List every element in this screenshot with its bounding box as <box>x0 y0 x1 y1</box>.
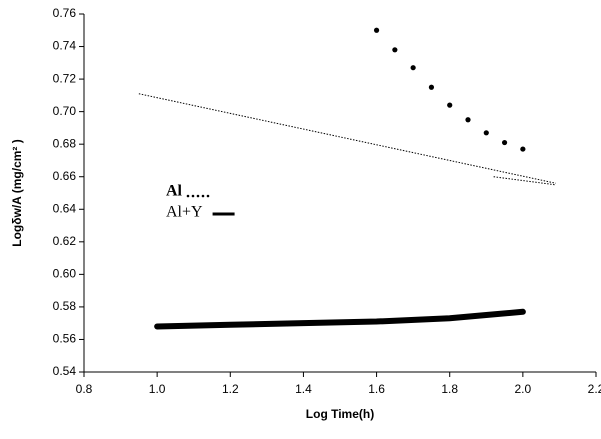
series-line <box>154 308 526 330</box>
data-point <box>465 117 471 123</box>
x-tick-label: 2.2 <box>588 382 601 396</box>
legend-symbol <box>196 194 200 198</box>
series-line <box>138 93 556 184</box>
y-tick-label: 0.62 <box>53 234 77 248</box>
x-tick-label: 1.8 <box>441 382 458 396</box>
legend-symbol <box>206 194 210 198</box>
x-tick-label: 0.8 <box>76 382 93 396</box>
legend-label: Al+Y <box>166 204 203 221</box>
x-tick-label: 1.0 <box>149 382 166 396</box>
y-tick-label: 0.72 <box>53 71 77 85</box>
y-tick-label: 0.56 <box>53 332 77 346</box>
legend-symbol <box>191 194 195 198</box>
legend-symbol <box>186 194 190 198</box>
y-tick-label: 0.70 <box>53 104 77 118</box>
y-tick-label: 0.66 <box>53 169 77 183</box>
y-tick-label: 0.68 <box>53 136 77 150</box>
x-axis-title: Log Time(h) <box>306 407 374 421</box>
y-tick-label: 0.76 <box>53 6 77 20</box>
data-point <box>483 130 489 136</box>
data-point <box>410 65 416 71</box>
y-tick-label: 0.64 <box>53 201 77 215</box>
x-tick-label: 2.0 <box>515 382 532 396</box>
x-tick-label: 1.4 <box>295 382 312 396</box>
legend-label: Al <box>166 183 183 200</box>
legend-symbol <box>201 194 205 198</box>
data-point <box>392 47 398 53</box>
series-line <box>493 176 556 186</box>
data-point <box>520 146 526 152</box>
y-tick-label: 0.60 <box>53 267 77 281</box>
x-tick-label: 1.2 <box>222 382 239 396</box>
data-point <box>373 27 380 33</box>
y-axis-title: Logδw/A (mg/cm² ) <box>10 139 24 247</box>
y-tick-label: 0.54 <box>53 364 77 378</box>
x-tick-label: 1.6 <box>368 382 385 396</box>
y-tick-label: 0.74 <box>53 39 77 53</box>
data-point <box>501 139 508 146</box>
data-point <box>447 102 453 108</box>
y-tick-label: 0.58 <box>53 299 77 313</box>
data-point <box>428 84 435 90</box>
